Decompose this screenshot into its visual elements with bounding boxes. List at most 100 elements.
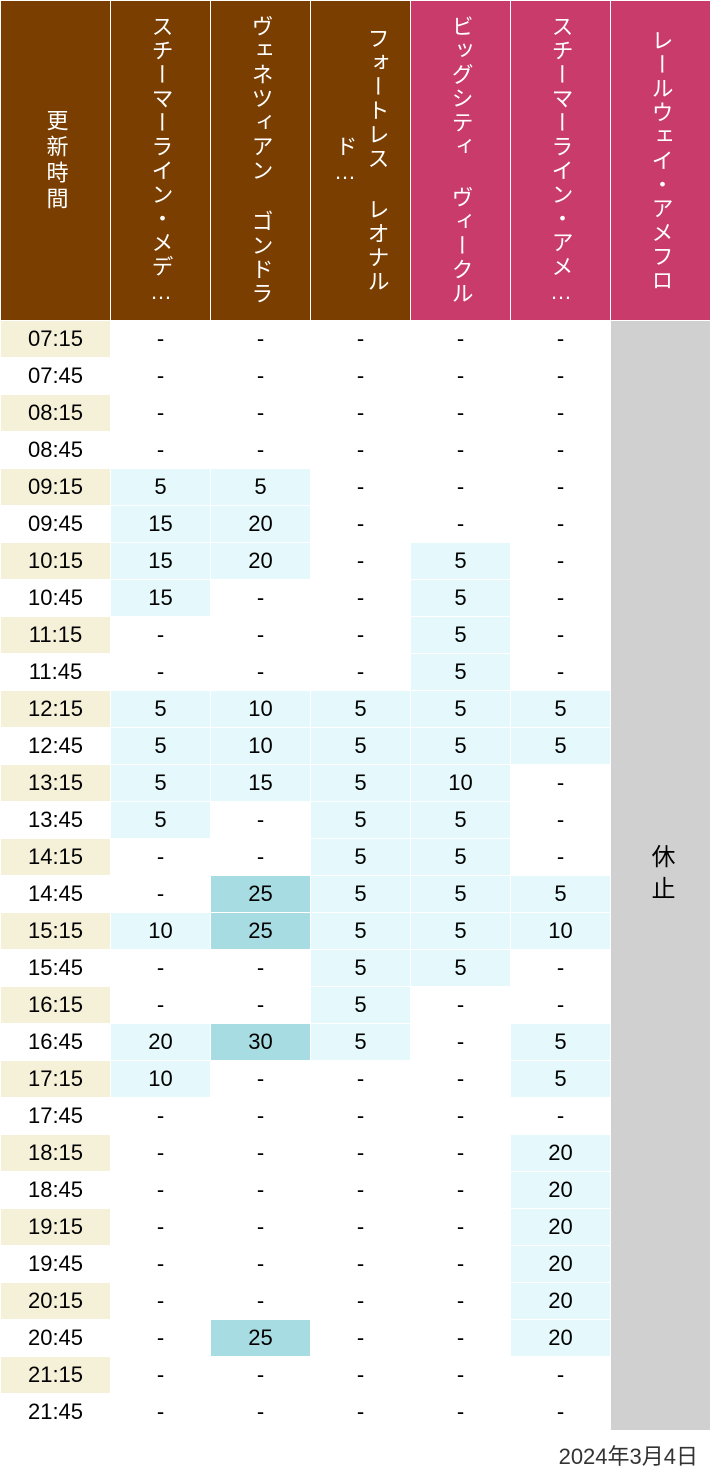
data-cell: - bbox=[111, 987, 211, 1024]
table-row: 18:15----20 bbox=[1, 1135, 710, 1172]
data-cell: 5 bbox=[311, 950, 411, 987]
time-cell: 11:15 bbox=[1, 617, 111, 654]
data-cell: 5 bbox=[411, 543, 511, 580]
data-cell: - bbox=[311, 617, 411, 654]
header-time: 更新時間 bbox=[1, 1, 111, 321]
data-cell: - bbox=[411, 1024, 511, 1061]
data-cell: - bbox=[511, 358, 611, 395]
data-cell: - bbox=[411, 1098, 511, 1135]
data-cell: - bbox=[511, 654, 611, 691]
data-cell: - bbox=[511, 987, 611, 1024]
time-cell: 07:15 bbox=[1, 321, 111, 358]
time-cell: 09:45 bbox=[1, 506, 111, 543]
table-row: 17:45----- bbox=[1, 1098, 710, 1135]
data-cell: - bbox=[111, 1320, 211, 1357]
data-cell: - bbox=[111, 876, 211, 913]
data-cell: - bbox=[211, 1135, 311, 1172]
time-cell: 13:45 bbox=[1, 802, 111, 839]
data-cell: - bbox=[311, 1320, 411, 1357]
table-row: 07:45----- bbox=[1, 358, 710, 395]
data-cell: 5 bbox=[411, 876, 511, 913]
data-cell: - bbox=[311, 580, 411, 617]
data-cell: - bbox=[511, 469, 611, 506]
table-row: 17:1510---5 bbox=[1, 1061, 710, 1098]
table-row: 14:45-25555 bbox=[1, 876, 710, 913]
data-cell: 5 bbox=[411, 950, 511, 987]
data-cell: 10 bbox=[211, 691, 311, 728]
data-cell: - bbox=[211, 580, 311, 617]
data-cell: - bbox=[411, 1394, 511, 1431]
data-cell: - bbox=[411, 1320, 511, 1357]
data-cell: - bbox=[411, 1246, 511, 1283]
time-cell: 18:15 bbox=[1, 1135, 111, 1172]
data-cell: - bbox=[511, 543, 611, 580]
data-cell: - bbox=[211, 802, 311, 839]
header-col-3: ビッグシティ ヴィークル bbox=[411, 1, 511, 321]
table-row: 09:451520--- bbox=[1, 506, 710, 543]
data-cell: - bbox=[111, 358, 211, 395]
time-cell: 10:15 bbox=[1, 543, 111, 580]
data-cell: - bbox=[211, 1209, 311, 1246]
time-cell: 17:15 bbox=[1, 1061, 111, 1098]
table-row: 12:15510555 bbox=[1, 691, 710, 728]
data-cell: - bbox=[511, 506, 611, 543]
data-cell: - bbox=[411, 1061, 511, 1098]
data-cell: 20 bbox=[211, 506, 311, 543]
data-cell: 5 bbox=[311, 691, 411, 728]
data-cell: 25 bbox=[211, 1320, 311, 1357]
data-cell: 10 bbox=[211, 728, 311, 765]
table-row: 16:15--5-- bbox=[1, 987, 710, 1024]
data-cell: - bbox=[311, 543, 411, 580]
data-cell: 5 bbox=[411, 802, 511, 839]
data-cell: - bbox=[211, 1246, 311, 1283]
data-cell: - bbox=[211, 654, 311, 691]
table-row: 08:45----- bbox=[1, 432, 710, 469]
data-cell: - bbox=[511, 1357, 611, 1394]
data-cell: 5 bbox=[311, 1024, 411, 1061]
data-cell: - bbox=[411, 1209, 511, 1246]
data-cell: 20 bbox=[511, 1283, 611, 1320]
data-cell: - bbox=[311, 358, 411, 395]
data-cell: 10 bbox=[411, 765, 511, 802]
data-cell: 25 bbox=[211, 913, 311, 950]
data-cell: 20 bbox=[111, 1024, 211, 1061]
table-row: 11:15---5- bbox=[1, 617, 710, 654]
data-cell: - bbox=[311, 321, 411, 358]
data-cell: 5 bbox=[311, 913, 411, 950]
time-cell: 08:45 bbox=[1, 432, 111, 469]
header-col-5: レールウェイ・アメフロ bbox=[611, 1, 710, 321]
table-row: 20:45-25--20 bbox=[1, 1320, 710, 1357]
data-cell: 15 bbox=[111, 580, 211, 617]
data-cell: 5 bbox=[411, 580, 511, 617]
time-cell: 12:15 bbox=[1, 691, 111, 728]
data-cell: - bbox=[511, 432, 611, 469]
data-cell: 15 bbox=[111, 506, 211, 543]
data-cell: - bbox=[411, 1357, 511, 1394]
data-cell: - bbox=[111, 1394, 211, 1431]
data-cell: 5 bbox=[511, 1024, 611, 1061]
time-cell: 21:15 bbox=[1, 1357, 111, 1394]
data-cell: - bbox=[511, 802, 611, 839]
table-row: 18:45----20 bbox=[1, 1172, 710, 1209]
data-cell: - bbox=[411, 469, 511, 506]
table-row: 21:15----- bbox=[1, 1357, 710, 1394]
data-cell: - bbox=[511, 950, 611, 987]
data-cell: 20 bbox=[511, 1246, 611, 1283]
data-cell: - bbox=[111, 1135, 211, 1172]
time-cell: 16:45 bbox=[1, 1024, 111, 1061]
data-cell: - bbox=[411, 987, 511, 1024]
time-cell: 20:15 bbox=[1, 1283, 111, 1320]
header-col-4: スチーマーライン・アメ… bbox=[511, 1, 611, 321]
table-row: 07:15-----休止 bbox=[1, 321, 710, 358]
data-cell: - bbox=[311, 1246, 411, 1283]
header-col-2: フォートレス レオナルド… bbox=[311, 1, 411, 321]
table-row: 12:45510555 bbox=[1, 728, 710, 765]
data-cell: 5 bbox=[211, 469, 311, 506]
data-cell: - bbox=[511, 580, 611, 617]
data-cell: - bbox=[311, 1283, 411, 1320]
time-cell: 11:45 bbox=[1, 654, 111, 691]
data-cell: - bbox=[311, 1357, 411, 1394]
time-cell: 08:15 bbox=[1, 395, 111, 432]
table-row: 19:45----20 bbox=[1, 1246, 710, 1283]
data-cell: - bbox=[311, 395, 411, 432]
